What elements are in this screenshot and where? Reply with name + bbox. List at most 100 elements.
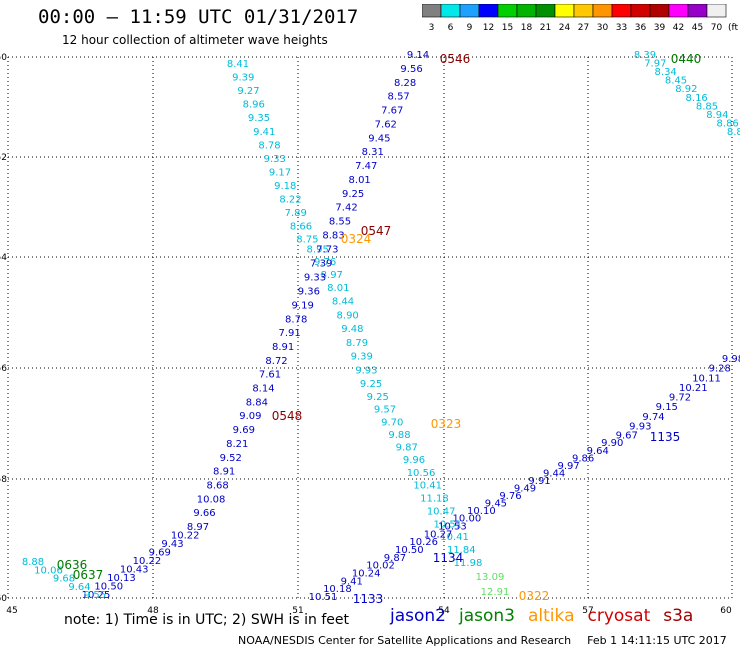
swh-observation: 10.21 bbox=[679, 383, 708, 394]
swh-observation: 7.61 bbox=[259, 370, 281, 381]
swh-observation: 9.17 bbox=[269, 167, 291, 178]
colorbar-label: 33 bbox=[616, 23, 627, 33]
swh-observation: 9.36 bbox=[298, 286, 320, 297]
lat-tick-label: -56 bbox=[0, 364, 7, 374]
swh-observation: 9.72 bbox=[669, 393, 691, 404]
colorbar-swatch bbox=[706, 4, 727, 18]
legend-item-cryosat: cryosat bbox=[587, 606, 651, 626]
lon-tick-label: 51 bbox=[292, 606, 303, 616]
swh-observation: 8.78 bbox=[285, 314, 307, 325]
swh-observation: 9.25 bbox=[367, 392, 389, 403]
swh-observation: 9.33 bbox=[304, 272, 326, 283]
swh-observation: 9.35 bbox=[248, 113, 270, 124]
swh-observation: 9.56 bbox=[400, 64, 422, 75]
swh-observation: 9.67 bbox=[616, 431, 638, 442]
map-tick-labels: 45 48 51 54 57 60 -50 -52 -54 -56 -58 -60 bbox=[0, 53, 732, 616]
swh-observation: 8.21 bbox=[226, 439, 248, 450]
satellite-legend: jason2 jason3 altika cryosat s3a bbox=[390, 606, 706, 626]
swh-observation: 8.96 bbox=[243, 100, 265, 111]
legend-item-altika: altika bbox=[528, 606, 575, 626]
swh-observation: 9.88 bbox=[388, 430, 410, 441]
pass-time-label: 0546 bbox=[440, 52, 471, 66]
pass-time-label: 1135 bbox=[650, 430, 681, 444]
swh-observation: 8.34 bbox=[655, 67, 677, 78]
swh-observation: 8.01 bbox=[327, 283, 349, 294]
pass-time-label: 1133 bbox=[353, 592, 384, 606]
pass-time-label: 0548 bbox=[272, 409, 303, 423]
swh-observation: 8.44 bbox=[332, 297, 354, 308]
swh-observation: 9.45 bbox=[485, 499, 507, 510]
swh-observation: 13.09 bbox=[476, 572, 505, 583]
swh-observation: 9.64 bbox=[587, 446, 609, 457]
colorbar-label: 15 bbox=[502, 23, 513, 33]
swh-observation: 7.97 bbox=[644, 59, 666, 70]
swh-observation: 9.41 bbox=[253, 127, 275, 138]
swh-observation: 8.01 bbox=[349, 175, 371, 186]
swh-observation: 9.93 bbox=[355, 365, 377, 376]
swh-observation: 10.51 bbox=[434, 519, 463, 530]
pass-time-label: 0323 bbox=[431, 417, 462, 431]
swh-observation: 10.53 bbox=[438, 522, 467, 533]
swh-observation: 9.97 bbox=[557, 461, 579, 472]
swh-observation: 7.73 bbox=[316, 244, 338, 255]
colorbar-label: 3 bbox=[429, 23, 435, 33]
swh-observation: 8.91 bbox=[272, 342, 294, 353]
pass-time-label: 0637 bbox=[73, 568, 104, 582]
swh-observation: 7.89 bbox=[285, 208, 307, 219]
footer: NOAA/NESDIS Center for Satellite Applica… bbox=[238, 634, 727, 647]
swh-observation: 9.33 bbox=[264, 154, 286, 165]
page-title: 00:00 – 11:59 UTC 01/31/2017 bbox=[38, 6, 359, 28]
swh-observation: 9.69 bbox=[233, 425, 255, 436]
swh-observation: 8.92 bbox=[675, 84, 697, 95]
swh-observation: 9.76 bbox=[499, 491, 521, 502]
swh-observation: 10.06 bbox=[34, 565, 63, 576]
swh-observation: 12.91 bbox=[481, 587, 510, 598]
swh-observation: 8.57 bbox=[388, 92, 410, 103]
swh-observation: 10.22 bbox=[171, 531, 200, 542]
swh-observation: 9.49 bbox=[514, 483, 536, 494]
swh-observation: 8.39 bbox=[634, 50, 656, 61]
swh-observation: 10.56 bbox=[407, 468, 436, 479]
swh-observation: 10.26 bbox=[409, 537, 438, 548]
swh-observation: 9.96 bbox=[403, 455, 425, 466]
swh-observation: 8.78 bbox=[258, 140, 280, 151]
swh-observation: 10.43 bbox=[120, 565, 149, 576]
swh-observation: 8.55 bbox=[329, 216, 351, 227]
pass-time-label: 0636 bbox=[57, 558, 88, 572]
swh-observation: 9.48 bbox=[341, 324, 363, 335]
swh-observation: 10.51 bbox=[309, 592, 338, 603]
swh-observation: 9.28 bbox=[709, 364, 731, 375]
colorbar-label: 45 bbox=[692, 23, 703, 33]
swh-observation: 9.39 bbox=[351, 352, 373, 363]
colorbar-label: 24 bbox=[559, 23, 571, 33]
swh-observation: 9.25 bbox=[342, 189, 364, 200]
swh-observation: 10.22 bbox=[133, 556, 162, 567]
swh-observation: 10.41 bbox=[440, 532, 469, 543]
swh-observation: 8.75 bbox=[296, 234, 318, 245]
swh-observation: 8.16 bbox=[686, 93, 708, 104]
swh-observation: 7.42 bbox=[335, 203, 357, 214]
swh-observation: 8.22 bbox=[279, 195, 301, 206]
colorbar-label: 21 bbox=[540, 23, 551, 33]
swh-observation: 10.00 bbox=[453, 514, 482, 525]
swh-observation: 8.97 bbox=[321, 270, 343, 281]
swh-observation: 11.98 bbox=[454, 558, 483, 569]
swh-observation: 8.84 bbox=[246, 397, 268, 408]
swh-observation: 10.02 bbox=[366, 561, 395, 572]
lon-tick-label: 60 bbox=[720, 606, 732, 616]
swh-observation: 10.25 bbox=[82, 590, 111, 601]
swh-observation: 9.91 bbox=[528, 476, 550, 487]
map-grid bbox=[8, 57, 732, 598]
swh-observation: 9.55 bbox=[84, 590, 106, 601]
swh-observation: 9.98 bbox=[722, 354, 740, 365]
swh-observation: 8.28 bbox=[394, 78, 416, 89]
map-frame bbox=[7, 56, 733, 599]
legend-item-jason2: jason2 bbox=[390, 606, 446, 626]
swh-observation: 9.45 bbox=[368, 133, 390, 144]
swh-observation: 10.11 bbox=[692, 373, 721, 384]
swh-observation: 9.70 bbox=[381, 417, 403, 428]
legend-item-s3a: s3a bbox=[663, 606, 694, 626]
swh-observation: 9.43 bbox=[161, 539, 183, 550]
